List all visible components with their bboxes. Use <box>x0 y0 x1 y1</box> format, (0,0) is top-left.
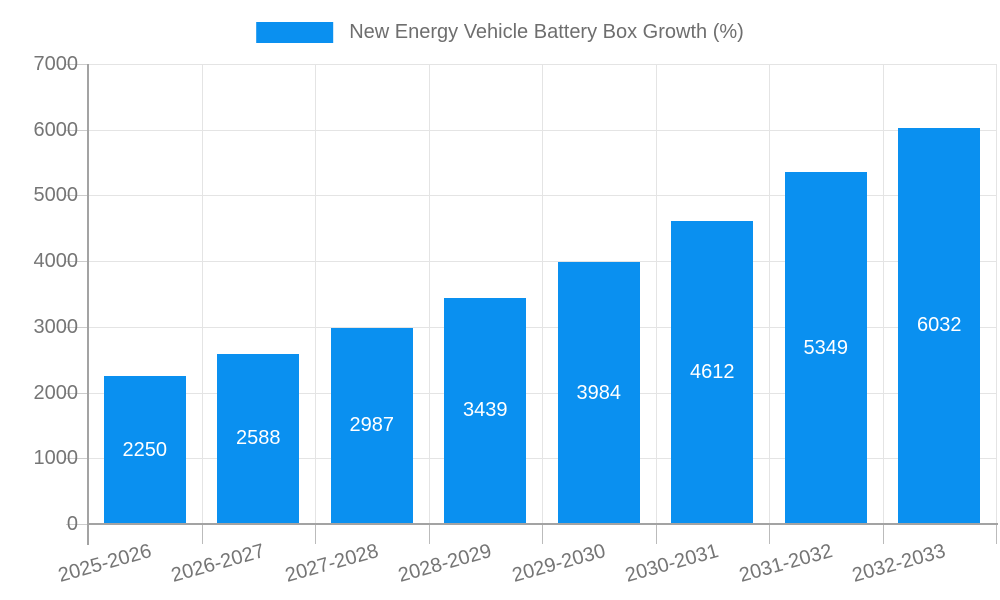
bar[interactable]: 6032 <box>898 127 981 524</box>
bar-value-label: 3439 <box>463 399 508 422</box>
y-axis-tick <box>66 261 88 263</box>
y-axis-tick-label: 6000 <box>33 118 79 141</box>
bar[interactable]: 4612 <box>671 220 754 524</box>
x-axis-tick <box>315 524 316 544</box>
chart-legend[interactable]: New Energy Vehicle Battery Box Growth (%… <box>256 21 744 44</box>
y-axis-tick-label: 0 <box>66 513 78 535</box>
y-axis-tick <box>66 392 88 394</box>
y-axis-tick <box>66 524 88 525</box>
y-axis-tick-label: 1000 <box>33 447 79 470</box>
x-gridline <box>882 64 884 524</box>
bar-value-label: 2987 <box>349 414 395 437</box>
x-gridline <box>996 64 997 524</box>
x-gridline <box>655 64 657 524</box>
y-axis-tick-label: 4000 <box>33 250 79 273</box>
x-gridline <box>201 64 203 524</box>
bar[interactable]: 2588 <box>217 353 300 524</box>
bar-value-label: 2588 <box>236 427 281 450</box>
y-axis-tick <box>66 64 88 65</box>
x-gridline <box>769 64 770 524</box>
y-axis-tick <box>66 129 88 131</box>
bar[interactable]: 2987 <box>330 327 413 524</box>
y-axis-tick-label: 2000 <box>33 381 79 404</box>
y-axis-tick-label: 5000 <box>33 184 79 207</box>
legend-swatch-icon[interactable] <box>256 22 334 43</box>
bar-value-label: 2250 <box>122 438 168 461</box>
x-gridline <box>428 64 430 524</box>
y-axis-tick <box>66 195 88 197</box>
x-axis-tick <box>428 524 430 544</box>
bar-value-label: 3984 <box>576 381 622 404</box>
x-gridline <box>315 64 316 524</box>
bar[interactable]: 3984 <box>557 262 640 524</box>
x-axis-tick <box>882 524 884 544</box>
x-gridline <box>542 64 543 524</box>
legend-label[interactable]: New Energy Vehicle Battery Box Growth (%… <box>349 21 744 43</box>
bar[interactable]: 3439 <box>444 298 527 524</box>
y-axis-tick <box>66 458 88 460</box>
y-axis-line <box>87 64 89 545</box>
x-axis-line <box>87 523 998 525</box>
x-axis-tick <box>201 524 203 544</box>
bar-value-label: 4612 <box>690 360 735 383</box>
x-axis-tick <box>542 524 543 544</box>
y-axis-tick-label: 3000 <box>33 315 79 338</box>
y-axis-tick-label: 7000 <box>33 53 79 75</box>
bar[interactable]: 2250 <box>103 376 186 524</box>
x-axis-tick <box>769 524 770 544</box>
bar[interactable]: 5349 <box>784 172 867 524</box>
bar-value-label: 6032 <box>917 314 962 337</box>
y-axis-tick <box>66 326 88 328</box>
x-axis-tick <box>996 524 997 544</box>
x-axis-tick <box>655 524 657 544</box>
bar-value-label: 5349 <box>803 336 849 359</box>
